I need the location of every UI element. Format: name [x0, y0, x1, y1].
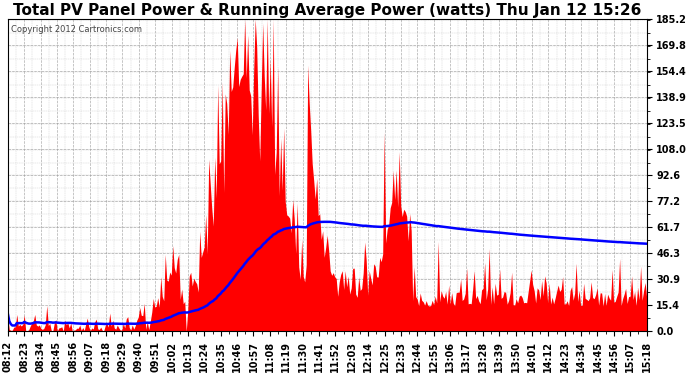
Title: Total PV Panel Power & Running Average Power (watts) Thu Jan 12 15:26: Total PV Panel Power & Running Average P…: [13, 3, 642, 18]
Text: Copyright 2012 Cartronics.com: Copyright 2012 Cartronics.com: [11, 25, 142, 34]
